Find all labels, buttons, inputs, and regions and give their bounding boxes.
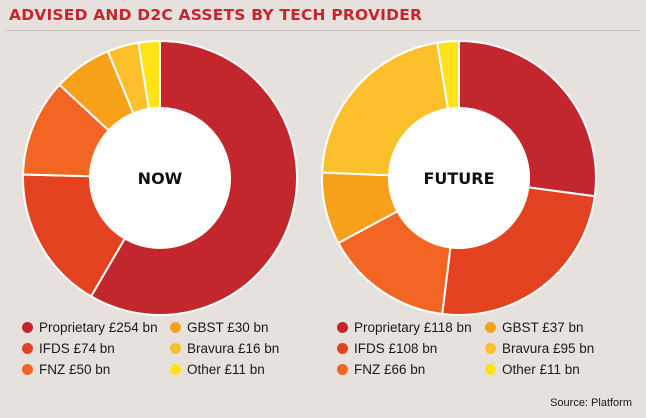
legend-swatch <box>485 343 496 354</box>
legend-swatch <box>337 364 348 375</box>
legend-item-future-other: Other £11 bn <box>485 362 580 377</box>
legend-item-now-bravura: Bravura £16 bn <box>170 341 279 356</box>
legend-swatch <box>170 364 181 375</box>
legend-swatch <box>170 322 181 333</box>
legend-swatch <box>337 322 348 333</box>
legend-swatch <box>22 343 33 354</box>
legend-item-future-proprietary: Proprietary £118 bn <box>337 320 472 335</box>
legend-item-now-other: Other £11 bn <box>170 362 265 377</box>
legend-item-future-ifds: IFDS £108 bn <box>337 341 437 356</box>
donut-chart-future: FUTURE <box>321 39 597 316</box>
legend-label: Bravura £16 bn <box>187 341 280 356</box>
legend-item-now-fnz: FNZ £50 bn <box>22 362 110 377</box>
chart-title: ADVISED AND D2C ASSETS BY TECH PROVIDER <box>9 6 423 24</box>
legend-swatch <box>22 364 33 375</box>
source-note: Source: Platform <box>550 397 632 409</box>
donut-center-label-future: FUTURE <box>423 169 494 188</box>
title-divider <box>6 30 640 31</box>
legend-label: FNZ £50 bn <box>39 362 111 377</box>
legend-swatch <box>485 364 496 375</box>
legend-label: Other £11 bn <box>502 362 580 377</box>
legend-label: GBST £37 bn <box>502 320 584 335</box>
legend-swatch <box>170 343 181 354</box>
donut-hole-now <box>90 108 230 248</box>
legend-item-now-proprietary: Proprietary £254 bn <box>22 320 158 335</box>
legend-label: IFDS £74 bn <box>39 341 115 356</box>
donut-hole-future <box>389 108 529 248</box>
legend-label: IFDS £108 bn <box>354 341 438 356</box>
legend-item-now-gbst: GBST £30 bn <box>170 320 269 335</box>
legend-swatch <box>22 322 33 333</box>
legend-label: Other £11 bn <box>187 362 265 377</box>
donut-center-label-now: NOW <box>138 169 183 188</box>
legend-label: Bravura £95 bn <box>502 341 595 356</box>
legend-label: GBST £30 bn <box>187 320 269 335</box>
legend-item-future-bravura: Bravura £95 bn <box>485 341 594 356</box>
legend-item-future-fnz: FNZ £66 bn <box>337 362 425 377</box>
legend-label: Proprietary £254 bn <box>39 320 158 335</box>
legend-item-future-gbst: GBST £37 bn <box>485 320 584 335</box>
donut-chart-now: NOW <box>22 39 298 316</box>
legend-label: Proprietary £118 bn <box>354 320 472 335</box>
legend-item-now-ifds: IFDS £74 bn <box>22 341 115 356</box>
legend-swatch <box>485 322 496 333</box>
legend-label: FNZ £66 bn <box>354 362 426 377</box>
legend-swatch <box>337 343 348 354</box>
